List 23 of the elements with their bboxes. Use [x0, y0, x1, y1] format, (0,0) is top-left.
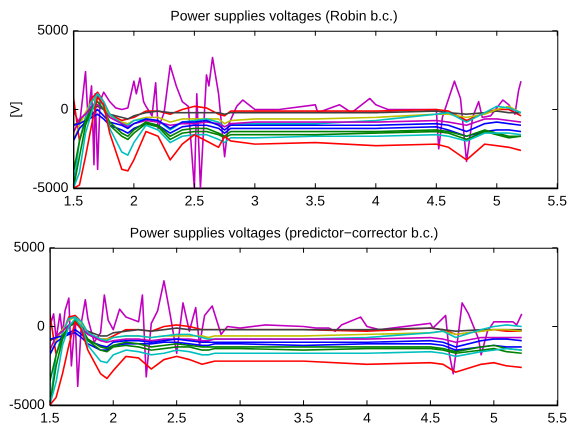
- x-tick-label: 2: [130, 192, 138, 208]
- x-tick-label: 4: [363, 409, 372, 426]
- x-tick-label: 3.5: [306, 192, 326, 208]
- x-tick-label: 2.5: [166, 409, 187, 426]
- x-tick-label: 2.5: [184, 192, 204, 208]
- chart-title: Power supplies voltages (predictor−corrector b.c.): [130, 224, 438, 240]
- x-tick-label: 3: [236, 409, 244, 426]
- x-tick-label: 3: [250, 192, 259, 208]
- x-tick-label: 5.5: [548, 192, 568, 208]
- x-tick-label: 4.5: [426, 192, 446, 208]
- x-tick-label: 5: [490, 409, 498, 426]
- x-tick-label: 3.5: [294, 409, 314, 426]
- y-tick-label: 5000: [14, 238, 46, 255]
- x-tick-label: 4.5: [420, 409, 440, 426]
- y-tick-label: 0: [37, 317, 46, 334]
- chart-title: Power supplies voltages (Robin b.c.): [170, 7, 398, 24]
- x-tick-label: 4: [372, 192, 380, 208]
- y-tick-label: 0: [60, 100, 69, 116]
- y-axis-title: [V]: [7, 102, 22, 118]
- x-tick-label: 2: [109, 409, 118, 426]
- y-tick-label: 5000: [37, 22, 69, 38]
- x-tick-label: 5: [492, 192, 501, 208]
- x-tick-label: 5.5: [548, 409, 568, 426]
